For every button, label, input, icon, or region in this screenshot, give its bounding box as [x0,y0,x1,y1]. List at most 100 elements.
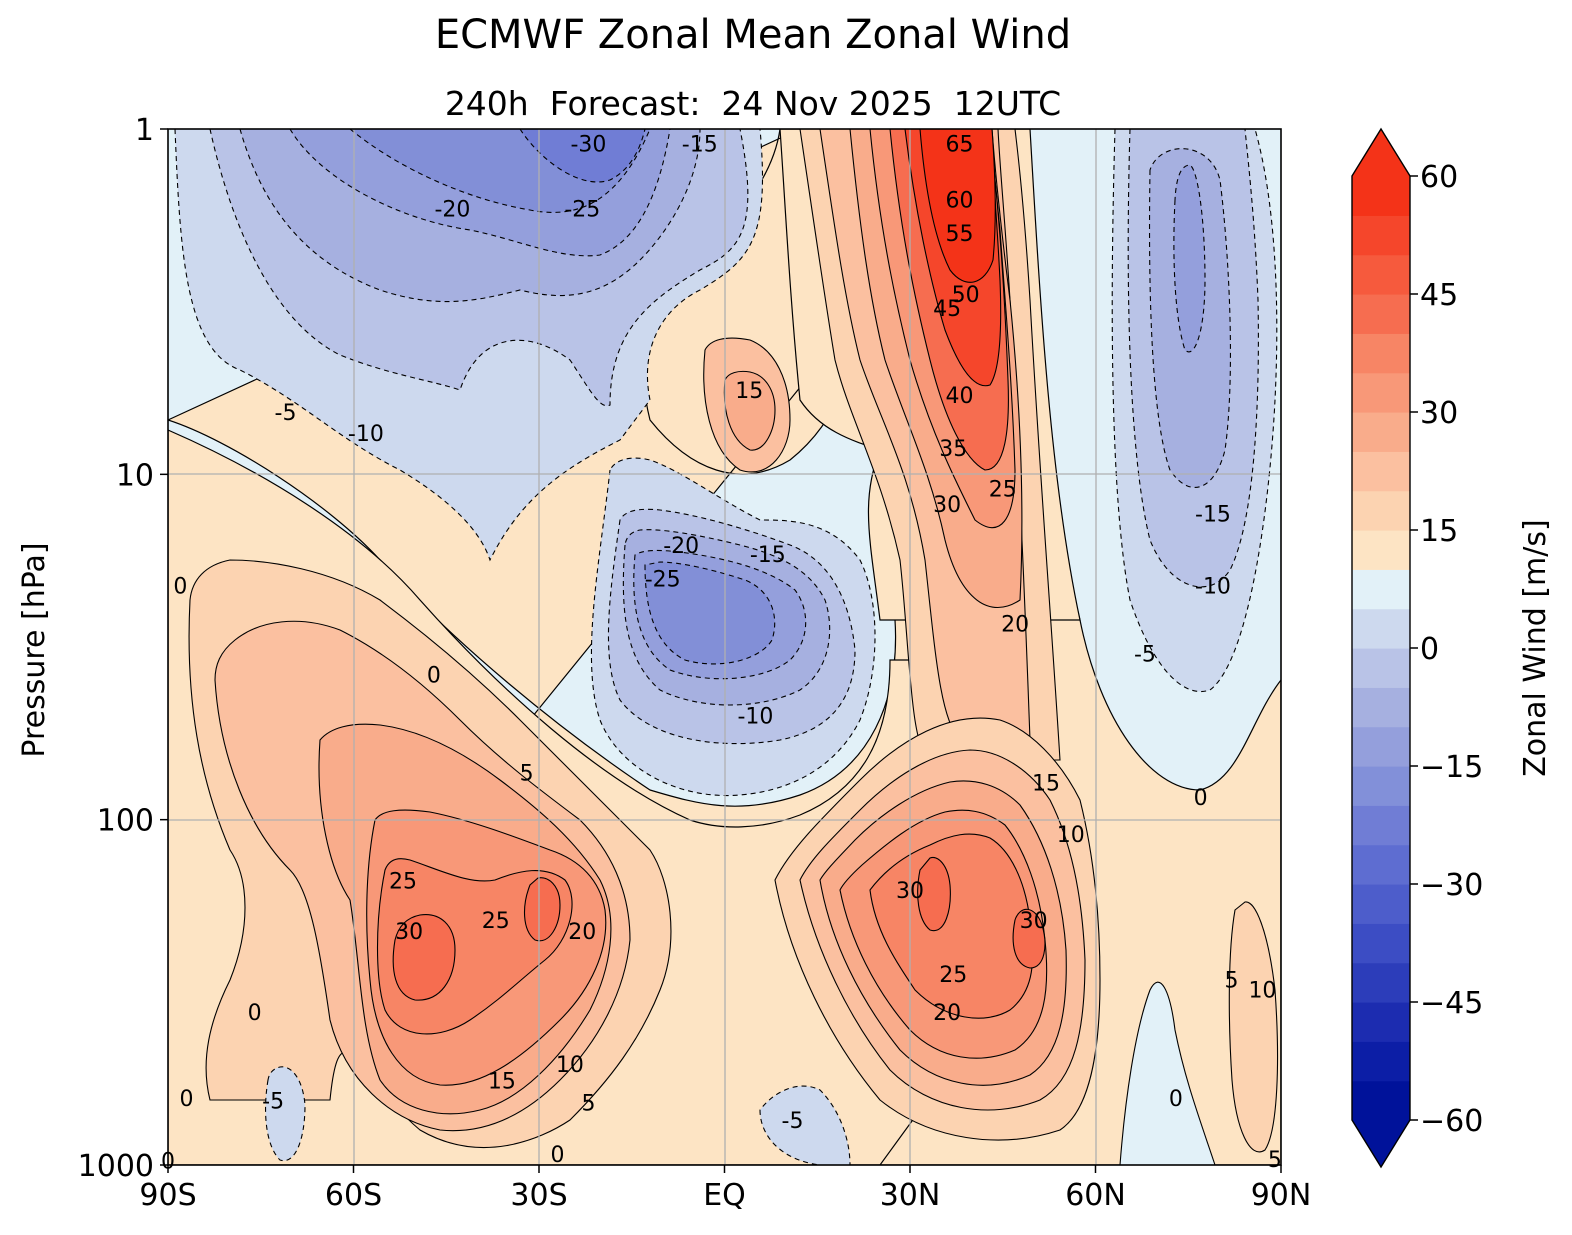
fill-pos-eq-bubble-15 [723,370,776,451]
contour-label: 65 [945,132,973,157]
colorbar-segment [1352,254,1410,295]
contour-label: -5 [782,1109,804,1134]
contour-label: 30 [933,493,961,518]
colorbar-tick-label: 60 [1420,160,1458,195]
chart-subtitle: 240h Forecast: 24 Nov 2025 12UTC [444,84,1062,123]
fill-neg-25-eq [644,561,776,665]
contour-label: 15 [735,379,763,404]
y-tick-label: 1000 [78,1149,154,1184]
colorbar-segment [1352,687,1410,728]
fill-pos-nh-polar-low [1228,901,1279,1153]
contour-label: 25 [989,478,1017,503]
colorbar-tick-label: 15 [1420,514,1458,549]
colorbar-segment [1352,176,1410,216]
contour-label: 0 [173,575,187,600]
y-tick-label: 10 [116,458,154,493]
fill-neg-30-sh [519,129,646,183]
contour-label: 60 [945,188,973,213]
contour-label: -10 [348,422,384,447]
contour-label: -20 [434,198,470,223]
fill-neg-20-nh [1173,164,1206,353]
colorbar-extend-min [1352,1120,1410,1167]
colorbar-segment [1352,766,1410,806]
contour-label: 0 [427,664,441,689]
y-axis: 1 10 100 1000 [78,113,168,1184]
colorbar-segment [1352,1041,1410,1082]
colorbar-segment [1352,805,1410,846]
colorbar-segment [1352,648,1410,688]
x-tick-label: EQ [703,1178,746,1213]
x-tick-label: 90N [1251,1178,1312,1213]
contour-label: 20 [568,920,596,945]
fill-pos-30-nhjet-trop-b [1012,908,1046,969]
x-tick-label: 90S [139,1178,196,1213]
contour-label: 0 [1194,786,1208,811]
colorbar-tick-label: 30 [1420,396,1458,431]
colorbar-segment [1352,294,1410,334]
contour-label: 25 [389,869,417,894]
grid [168,129,1281,1165]
contour-label: 45 [933,297,961,322]
contour-label: 55 [945,222,973,247]
contour-label: -5 [275,401,297,426]
x-tick-label: 60S [325,1178,382,1213]
contour-label: 0 [551,1143,565,1168]
chart-title: ECMWF Zonal Mean Zonal Wind [434,12,1072,58]
colorbar-segment [1352,333,1410,374]
colorbar-tick-label: −15 [1420,750,1483,785]
colorbar-tick-label: −30 [1420,868,1483,903]
contour-label: 40 [945,384,973,409]
colorbar-segment [1352,215,1410,256]
contour-label: 5 [581,1092,595,1117]
contour-label: 10 [1057,823,1085,848]
fill-pos-30-nhjet-trop [917,856,951,932]
x-tick-label: 30S [510,1178,567,1213]
colorbar-extend-max [1352,129,1410,176]
contour-label: 20 [933,1001,961,1026]
contour-label: -15 [750,543,786,568]
contour-label: 5 [1225,968,1239,993]
contour-label: 0 [161,1149,175,1174]
contour-label: -10 [737,705,773,730]
y-tick-label: 1 [135,113,154,148]
contour-label: 5 [1268,1148,1282,1173]
contour-label: -30 [570,132,606,157]
colorbar-segment [1352,844,1410,885]
colorbar-segment [1352,923,1410,964]
contour-label: -25 [564,198,600,223]
colorbar-tick-label: −45 [1420,986,1483,1021]
contour-label: 0 [180,1087,194,1112]
fill-pos-30-shjet [392,914,456,1001]
contour-label: 15 [1032,771,1060,796]
y-tick-label: 100 [97,804,154,839]
contour-label: 5 [520,761,534,786]
contour-label: -5 [1134,642,1156,667]
colorbar-tick-label: 45 [1420,278,1458,313]
fill-neg-5-sh-surface [265,1066,306,1162]
colorbar-segment [1352,1002,1410,1042]
colorbar-segment [1352,530,1410,570]
contour-label: -20 [663,534,699,559]
contour-label: 50 [952,283,980,308]
colorbar-segment [1352,1080,1410,1121]
colorbar-segment [1352,608,1410,649]
contour-labels: -30 -15-20 -25-5-101565605550454035302520-… [161,132,1282,1174]
contour-label: -25 [645,567,681,592]
colorbar-segment [1352,451,1410,492]
contour-label: -10 [1195,575,1231,600]
contour-label: 0 [248,1001,262,1026]
contour-label: 30 [1020,909,1048,934]
fill-neg-0-nh-surface [1119,981,1216,1165]
colorbar-segment [1352,726,1410,767]
colorbar: 60 45 30 15 0 −15 −30 −45 −60 [1351,127,1483,1169]
x-tick-label: 30N [880,1178,941,1213]
x-tick-label: 60N [1065,1178,1126,1213]
contour-label: 30 [896,879,924,904]
contour-label: -5 [262,1089,284,1114]
colorbar-segment [1352,490,1410,531]
fill-neg-5-eq-surface [759,1085,851,1165]
contour-label: -15 [682,132,718,157]
fill-pos-30-shjet-b [524,877,561,942]
colorbar-segment [1352,884,1410,924]
